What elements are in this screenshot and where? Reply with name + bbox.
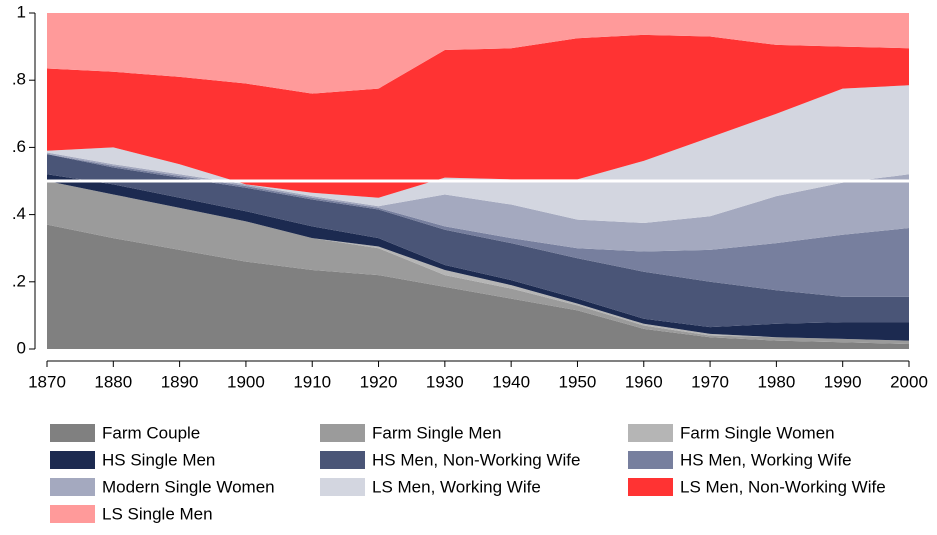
y-tick-label: 1 [17, 2, 26, 21]
legend-label: HS Men, Working Wife [680, 450, 852, 469]
legend-swatch [320, 424, 365, 442]
x-tick-label: 1970 [691, 372, 729, 391]
x-tick-label: 1910 [293, 372, 331, 391]
legend-swatch [50, 451, 95, 469]
x-tick-label: 1980 [757, 372, 795, 391]
y-tick-label: 0 [17, 338, 26, 357]
legend-label: HS Men, Non-Working Wife [372, 450, 580, 469]
legend-swatch [320, 451, 365, 469]
x-tick-label: 1900 [227, 372, 265, 391]
legend-label: Farm Single Men [372, 423, 501, 442]
x-tick-label: 1880 [94, 372, 132, 391]
x-tick-label: 2000 [890, 372, 928, 391]
legend-swatch [50, 505, 95, 523]
y-tick-label: .4 [12, 204, 26, 223]
x-tick-label: 1890 [161, 372, 199, 391]
area [47, 154, 909, 328]
area [47, 85, 909, 224]
x-tick-label: 1990 [824, 372, 862, 391]
legend-label: HS Single Men [102, 450, 215, 469]
legend-label: LS Men, Working Wife [372, 477, 541, 496]
legend-swatch [50, 424, 95, 442]
legend-swatch [628, 424, 673, 442]
x-tick-label: 1870 [28, 372, 66, 391]
legend-swatch [628, 451, 673, 469]
y-tick-label: .8 [12, 70, 26, 89]
x-tick-label: 1950 [559, 372, 597, 391]
area [47, 174, 909, 341]
x-tick-label: 1960 [625, 372, 663, 391]
x-tick-label: 1930 [426, 372, 464, 391]
area [47, 152, 909, 252]
legend-label: Modern Single Women [102, 477, 275, 496]
legend-label: Farm Couple [102, 423, 200, 442]
area [47, 224, 909, 349]
area [47, 13, 909, 94]
legend-swatch [628, 478, 673, 496]
area [47, 34, 909, 198]
legend-swatch [50, 478, 95, 496]
legend-swatch [320, 478, 365, 496]
x-tick-label: 1920 [360, 372, 398, 391]
legend-label: LS Single Men [102, 504, 213, 523]
legend-label: LS Men, Non-Working Wife [680, 477, 886, 496]
y-tick-label: .2 [12, 271, 26, 290]
area [47, 154, 909, 297]
x-tick-label: 1940 [492, 372, 530, 391]
legend-label: Farm Single Women [680, 423, 835, 442]
y-tick-label: .6 [12, 137, 26, 156]
